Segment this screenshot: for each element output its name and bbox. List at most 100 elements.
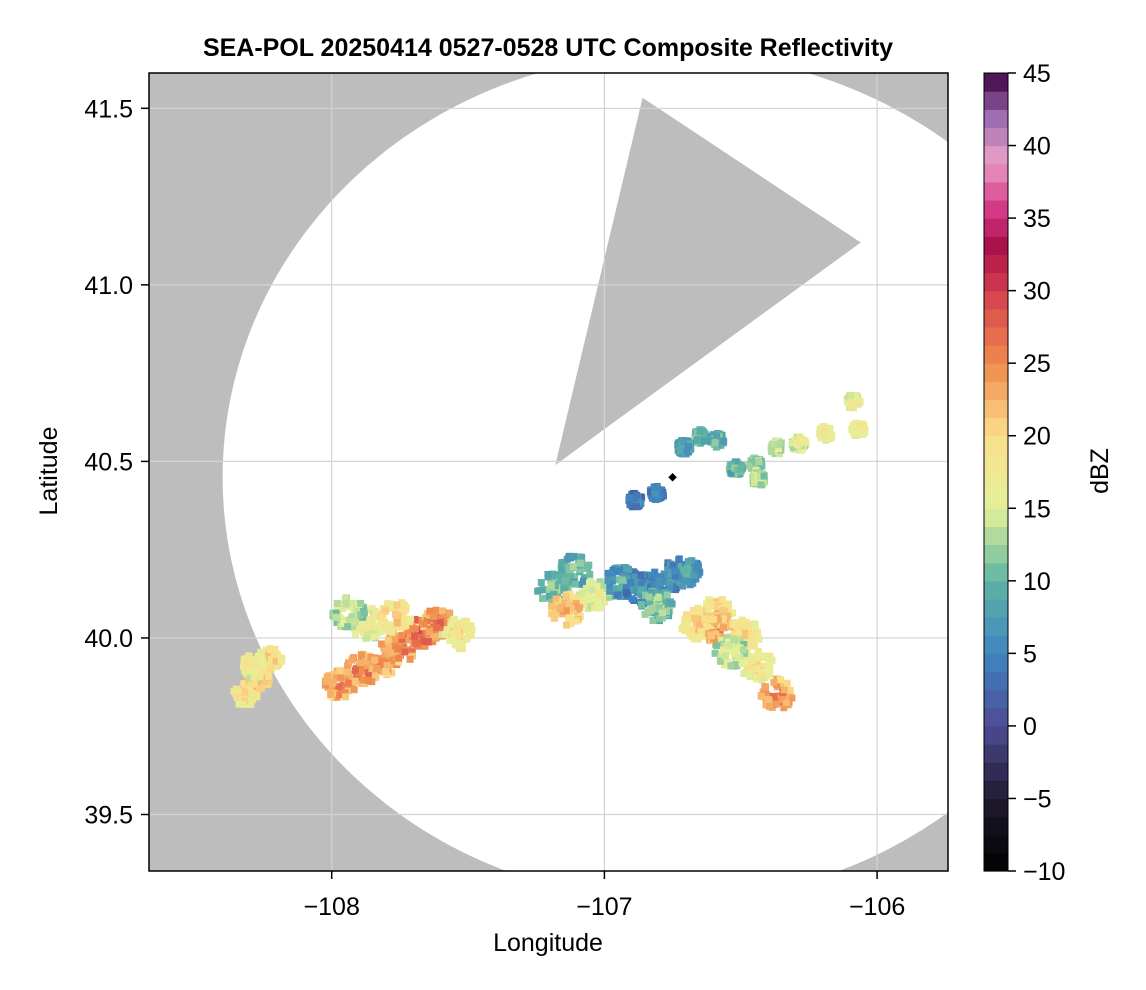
reflectivity-pixel (234, 688, 242, 696)
reflectivity-pixel (382, 668, 390, 676)
reflectivity-pixel (719, 600, 727, 608)
reflectivity-pixel (694, 635, 702, 643)
reflectivity-pixel (775, 450, 783, 458)
reflectivity-pixel (740, 641, 748, 649)
reflectivity-pixel (799, 436, 807, 444)
reflectivity-pixel (582, 584, 590, 592)
reflectivity-pixel (585, 561, 593, 569)
reflectivity-pixel (644, 571, 652, 579)
reflectivity-pixel (572, 603, 580, 611)
reflectivity-pixel (570, 594, 578, 602)
reflectivity-pixel (562, 592, 570, 600)
reflectivity-pixel (775, 441, 783, 449)
reflectivity-pixel (449, 629, 457, 637)
reflectivity-pixel (562, 607, 570, 615)
reflectivity-pixel (426, 607, 434, 615)
reflectivity-pixel (853, 396, 861, 404)
reflectivity-pixel (257, 648, 265, 656)
reflectivity-pixel (406, 618, 414, 626)
reflectivity-pixel (745, 670, 753, 678)
reflectivity-pixel (798, 442, 806, 450)
reflectivity-pixel (411, 615, 419, 623)
reflectivity-pixel (570, 552, 578, 560)
reflectivity-pixel (264, 681, 272, 689)
reflectivity-pixel (372, 627, 380, 635)
colorbar-band (984, 544, 1008, 564)
reflectivity-pixel (594, 590, 602, 598)
reflectivity-pixel (724, 600, 732, 608)
colorbar-band (984, 236, 1008, 255)
reflectivity-pixel (569, 563, 577, 571)
reflectivity-pixel (588, 586, 596, 594)
reflectivity-pixel (556, 605, 564, 613)
reflectivity-pixel (372, 665, 380, 673)
reflectivity-pixel (462, 617, 470, 625)
reflectivity-pixel (382, 606, 390, 614)
reflectivity-pixel (332, 609, 340, 617)
reflectivity-pixel (699, 632, 707, 640)
reflectivity-pixel (651, 490, 659, 498)
reflectivity-pixel (368, 633, 376, 641)
reflectivity-pixel (266, 665, 274, 673)
colorbar-ticks: −10 −5 0 5 10 15 20 25 30 35 40 45 (1008, 60, 1065, 886)
reflectivity-pixel (633, 503, 641, 511)
reflectivity-pixel (677, 448, 685, 456)
reflectivity-pixel (387, 601, 395, 609)
colorbar-bands (984, 73, 1008, 872)
colorbar-band (984, 381, 1008, 401)
reflectivity-pixel (755, 635, 763, 643)
reflectivity-pixel (235, 695, 243, 703)
reflectivity-pixel (576, 559, 584, 567)
y-tick-label: 41.5 (84, 95, 133, 123)
colorbar-band (984, 508, 1008, 528)
reflectivity-pixel (679, 582, 687, 590)
reflectivity-pixel (706, 437, 714, 445)
reflectivity-pixel (558, 559, 566, 567)
reflectivity-pixel (604, 577, 612, 585)
reflectivity-pixel (652, 581, 660, 589)
reflectivity-pixel (241, 667, 249, 675)
reflectivity-pixel (353, 606, 361, 614)
reflectivity-pixel (715, 440, 723, 448)
reflectivity-pixel (798, 446, 806, 454)
reflectivity-pixel (666, 598, 674, 606)
reflectivity-pixel (362, 657, 370, 665)
reflectivity-pixel (625, 494, 633, 502)
reflectivity-pixel (693, 566, 701, 574)
colorbar-band (984, 834, 1008, 854)
colorbar-band (984, 635, 1008, 654)
reflectivity-pixel (678, 574, 686, 582)
reflectivity-pixel (739, 646, 747, 654)
reflectivity-pixel (394, 635, 402, 643)
reflectivity-pixel (357, 626, 365, 634)
reflectivity-pixel (545, 586, 553, 594)
colorbar-band (984, 218, 1008, 237)
reflectivity-pixel (462, 636, 470, 644)
reflectivity-pixel (411, 639, 419, 647)
reflectivity-pixel (383, 600, 391, 608)
reflectivity-pixel (545, 592, 553, 600)
reflectivity-pixel (578, 589, 586, 597)
reflectivity-pixel (548, 598, 556, 606)
reflectivity-cells (230, 391, 869, 712)
colorbar-tick-label: 40 (1023, 133, 1051, 161)
reflectivity-pixel (825, 433, 833, 441)
reflectivity-pixel (372, 632, 380, 640)
reflectivity-pixel (398, 635, 406, 643)
reflectivity-pixel (361, 680, 369, 688)
colorbar-band (984, 725, 1008, 745)
reflectivity-pixel (411, 632, 419, 640)
grid-lines (149, 73, 948, 871)
reflectivity-pixel (662, 601, 670, 609)
reflectivity-pixel (255, 685, 263, 693)
reflectivity-pixel (750, 473, 758, 481)
reflectivity-pixel (770, 678, 778, 686)
colorbar-tick-label: 30 (1023, 278, 1051, 306)
reflectivity-pixel (733, 622, 741, 630)
reflectivity-pixel (446, 609, 454, 617)
reflectivity-pixel (436, 619, 444, 627)
reflectivity-pixel (780, 686, 788, 694)
reflectivity-pixel (547, 582, 555, 590)
reflectivity-pixel (788, 439, 796, 447)
